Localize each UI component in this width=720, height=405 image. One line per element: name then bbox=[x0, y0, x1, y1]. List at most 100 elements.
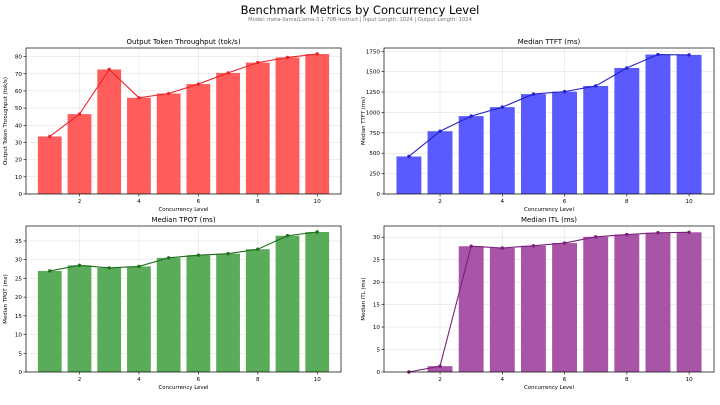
series-line bbox=[49, 231, 318, 272]
data-point bbox=[562, 89, 567, 94]
bar bbox=[156, 93, 181, 194]
bar bbox=[583, 236, 609, 372]
bar bbox=[614, 67, 640, 194]
data-point bbox=[315, 52, 319, 56]
y-tick-label: 0 bbox=[18, 192, 22, 198]
bar bbox=[67, 114, 92, 194]
bar bbox=[67, 265, 92, 372]
panel-title: Median TPOT (ms) bbox=[151, 216, 215, 224]
y-tick-label: 500 bbox=[369, 151, 380, 157]
x-tick-label: 2 bbox=[438, 377, 442, 383]
data-point bbox=[656, 231, 660, 235]
bar bbox=[127, 266, 151, 372]
y-tick-label: 10 bbox=[373, 325, 381, 331]
y-tick-label: 1750 bbox=[366, 49, 381, 55]
y-tick-label: 250 bbox=[369, 172, 380, 178]
bar bbox=[245, 62, 270, 194]
data-point bbox=[531, 92, 536, 96]
series-line bbox=[408, 53, 690, 157]
x-tick-label: 2 bbox=[78, 377, 82, 383]
y-tick-label: 20 bbox=[373, 280, 381, 286]
data-point bbox=[256, 247, 260, 251]
bar bbox=[520, 245, 546, 372]
data-point bbox=[500, 246, 505, 250]
y-tick-label: 15 bbox=[373, 303, 381, 309]
x-tick-label: 6 bbox=[563, 377, 567, 383]
data-point bbox=[687, 230, 691, 234]
x-axis-label: Concurrency Level bbox=[159, 385, 209, 391]
x-axis-label: Concurrency Level bbox=[524, 385, 574, 391]
y-axis-label: Median ITL (ms) bbox=[361, 277, 367, 320]
data-point bbox=[593, 235, 598, 239]
bar bbox=[216, 253, 240, 372]
data-point bbox=[438, 129, 442, 133]
y-tick-label: 15 bbox=[15, 314, 23, 320]
data-point bbox=[438, 364, 442, 368]
x-tick-label: 4 bbox=[501, 377, 505, 383]
chart-panel: 0 250 500 750 1000 1250 1500 1750 2 4 6 8 10 Median T… bbox=[361, 38, 715, 213]
data-point bbox=[469, 114, 473, 118]
y-tick-label: 35 bbox=[15, 239, 23, 245]
y-tick-label: 30 bbox=[373, 235, 381, 241]
bar bbox=[583, 85, 609, 194]
bar bbox=[37, 136, 62, 194]
data-point bbox=[107, 266, 111, 270]
x-tick-label: 8 bbox=[625, 377, 629, 383]
bar bbox=[216, 72, 240, 194]
y-tick-label: 70 bbox=[15, 72, 23, 78]
panel-title: Median TTFT (ms) bbox=[518, 38, 581, 46]
x-tick-label: 2 bbox=[78, 199, 82, 205]
bar bbox=[275, 57, 300, 195]
y-tick-label: 10 bbox=[15, 333, 23, 339]
panel-title: Median ITL (ms) bbox=[521, 216, 577, 224]
plot-frame bbox=[383, 47, 715, 195]
bar bbox=[305, 231, 330, 372]
y-tick-label: 40 bbox=[15, 123, 23, 129]
series-line bbox=[408, 231, 690, 373]
y-tick-label: 5 bbox=[18, 351, 22, 357]
figure-subtitle: Model: meta-llama/Llama-3.1-70B-Instruct… bbox=[248, 17, 472, 23]
data-point bbox=[531, 244, 536, 248]
x-tick-label: 10 bbox=[314, 199, 322, 205]
bar bbox=[458, 116, 484, 194]
data-point bbox=[166, 256, 171, 260]
bar bbox=[458, 246, 484, 372]
data-point bbox=[500, 105, 505, 109]
data-point bbox=[315, 230, 319, 234]
bar bbox=[186, 84, 211, 194]
bar bbox=[614, 234, 640, 372]
x-tick-label: 10 bbox=[686, 199, 694, 205]
data-point bbox=[196, 82, 201, 86]
chart-panel: 0 5 10 15 20 25 30 2 4 6 8 10 Median ITL (ms) Concurr… bbox=[361, 216, 715, 391]
y-tick-label: 30 bbox=[15, 140, 23, 146]
data-point bbox=[137, 264, 141, 269]
x-tick-label: 2 bbox=[438, 199, 442, 205]
x-tick-label: 4 bbox=[137, 199, 141, 205]
data-point bbox=[656, 52, 660, 57]
plot-frame bbox=[25, 47, 342, 195]
data-point bbox=[48, 269, 52, 273]
bar bbox=[427, 366, 453, 372]
y-tick-label: 1000 bbox=[366, 110, 381, 116]
bar bbox=[489, 248, 515, 372]
bar bbox=[645, 232, 671, 372]
x-tick-label: 8 bbox=[256, 199, 260, 205]
bar bbox=[305, 54, 330, 194]
y-tick-label: 0 bbox=[376, 370, 380, 376]
y-axis-label: Output Token Throughput (tok/s) bbox=[3, 77, 9, 165]
x-tick-label: 6 bbox=[563, 199, 567, 205]
y-tick-label: 20 bbox=[15, 158, 23, 164]
data-point bbox=[107, 67, 111, 72]
y-tick-label: 30 bbox=[15, 258, 23, 264]
chart-panel: 0 5 10 15 20 25 30 35 2 4 6 8 10 Median TPOT (ms) Conc… bbox=[3, 216, 342, 391]
plot-frame bbox=[383, 225, 715, 373]
y-tick-label: 5 bbox=[376, 348, 380, 354]
bar bbox=[245, 249, 270, 372]
bar bbox=[396, 156, 422, 194]
y-tick-label: 50 bbox=[15, 106, 23, 112]
data-point bbox=[256, 60, 260, 65]
bar bbox=[489, 107, 515, 194]
data-point bbox=[166, 91, 171, 96]
y-tick-label: 10 bbox=[15, 175, 23, 181]
